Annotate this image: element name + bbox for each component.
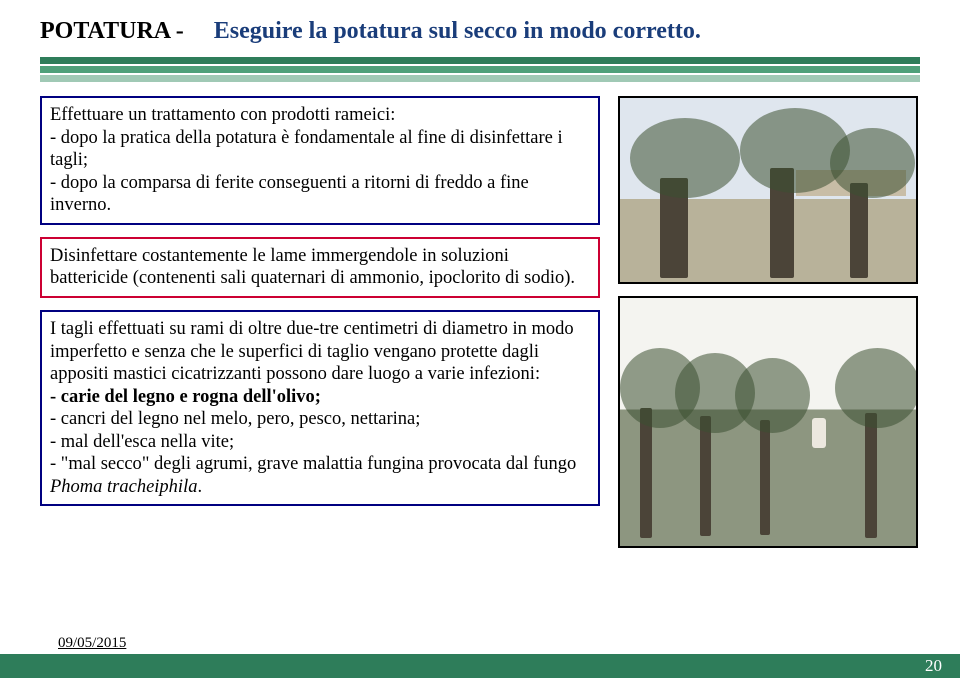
content-row: Effettuare un trattamento con prodotti r…: [40, 96, 920, 560]
footer-bar: [0, 654, 960, 678]
photo-person: [812, 418, 826, 448]
box3-b4: - "mal secco" degli agrumi, grave malatt…: [50, 453, 590, 498]
slide-title: POTATURA - Eseguire la potatura sul secc…: [40, 18, 920, 45]
tree-trunk: [865, 413, 877, 538]
tree-trunk: [640, 408, 652, 538]
stripe-3: [40, 75, 920, 82]
box1-line1: Effettuare un trattamento con prodotti r…: [50, 104, 590, 127]
tree-foliage: [835, 348, 918, 428]
title-label: POTATURA -: [40, 18, 184, 44]
slide-date: 09/05/2015: [58, 635, 126, 652]
photo-orchard: [618, 296, 918, 548]
tree-foliage: [735, 358, 810, 433]
stripe-1: [40, 57, 920, 64]
box-infections: I tagli effettuati su rami di oltre due-…: [40, 310, 600, 507]
divider-stripes: [40, 57, 920, 82]
box1-line3: - dopo la comparsa di ferite conseguenti…: [50, 172, 590, 217]
tree-trunk: [700, 416, 711, 536]
box2-text: Disinfettare costantemente le lame immer…: [50, 245, 590, 290]
box3-b1: - carie del legno e rogna dell'olivo;: [50, 386, 590, 409]
right-column: [618, 96, 918, 560]
title-rest: Eseguire la potatura sul secco in modo c…: [214, 18, 701, 44]
box3-b3: - mal dell'esca nella vite;: [50, 431, 590, 454]
tree-foliage: [630, 118, 740, 198]
box-disinfect: Disinfettare costantemente le lame immer…: [40, 237, 600, 298]
left-column: Effettuare un trattamento con prodotti r…: [40, 96, 600, 560]
photo-olive-trees: [618, 96, 918, 284]
page-number: 20: [925, 656, 942, 676]
tree-trunk: [760, 420, 770, 535]
slide: POTATURA - Eseguire la potatura sul secc…: [0, 0, 960, 678]
box3-p1: I tagli effettuati su rami di oltre due-…: [50, 318, 590, 386]
box3-b2: - cancri del legno nel melo, pero, pesco…: [50, 408, 590, 431]
stripe-2: [40, 66, 920, 73]
box1-line2: - dopo la pratica della potatura è fonda…: [50, 127, 590, 172]
box-treatment: Effettuare un trattamento con prodotti r…: [40, 96, 600, 225]
tree-foliage: [830, 128, 915, 198]
